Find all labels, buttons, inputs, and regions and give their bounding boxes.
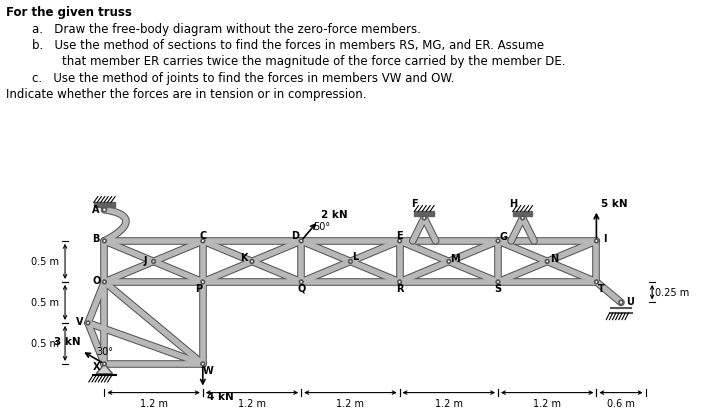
Text: C: C <box>199 231 206 240</box>
Text: For the given truss: For the given truss <box>6 6 132 19</box>
Text: M: M <box>450 254 459 263</box>
Text: U: U <box>626 296 634 306</box>
Text: b.   Use the method of sections to find the forces in members RS, MG, and ER. As: b. Use the method of sections to find th… <box>32 39 544 52</box>
Circle shape <box>521 217 525 220</box>
Text: 3 kN: 3 kN <box>54 336 81 346</box>
Circle shape <box>152 260 155 263</box>
Text: D: D <box>291 231 299 240</box>
Text: A: A <box>92 204 99 214</box>
Text: 1.2 m: 1.2 m <box>336 398 364 408</box>
Circle shape <box>103 281 106 284</box>
Polygon shape <box>94 203 115 208</box>
Text: B: B <box>92 233 100 243</box>
Text: 1.2 m: 1.2 m <box>435 398 463 408</box>
Text: Q: Q <box>297 283 306 293</box>
Circle shape <box>595 240 598 243</box>
Circle shape <box>349 260 352 263</box>
Circle shape <box>103 240 106 243</box>
Circle shape <box>201 281 205 284</box>
Text: 1.2 m: 1.2 m <box>533 398 562 408</box>
Text: O: O <box>92 276 101 285</box>
Text: Indicate whether the forces are in tension or in compression.: Indicate whether the forces are in tensi… <box>6 88 366 101</box>
Text: that member ER carries twice the magnitude of the force carried by the member DE: that member ER carries twice the magnitu… <box>32 55 565 68</box>
Circle shape <box>201 240 205 243</box>
Circle shape <box>299 240 303 243</box>
Text: 2 kN: 2 kN <box>321 210 348 220</box>
Text: E: E <box>396 231 403 240</box>
Circle shape <box>595 281 598 284</box>
Circle shape <box>619 301 623 305</box>
Text: 4 kN: 4 kN <box>207 391 234 401</box>
Text: S: S <box>494 283 501 293</box>
Text: L: L <box>352 252 359 262</box>
Text: 0.5 m: 0.5 m <box>31 257 60 267</box>
Text: P: P <box>195 283 202 293</box>
Text: J: J <box>144 255 147 265</box>
Text: a.   Draw the free-body diagram without the zero-force members.: a. Draw the free-body diagram without th… <box>32 22 420 36</box>
Text: R: R <box>396 283 403 293</box>
Circle shape <box>102 208 106 212</box>
Text: W: W <box>203 365 214 375</box>
Text: 5 kN: 5 kN <box>601 199 628 209</box>
Text: N: N <box>550 254 559 263</box>
Text: 0.6 m: 0.6 m <box>607 398 635 408</box>
Text: I: I <box>603 233 606 243</box>
Text: 50°: 50° <box>313 222 330 231</box>
Text: 1.2 m: 1.2 m <box>238 398 266 408</box>
Circle shape <box>398 281 401 284</box>
Text: H: H <box>508 199 517 209</box>
Polygon shape <box>96 364 113 374</box>
Text: X: X <box>92 361 100 371</box>
Circle shape <box>86 321 90 325</box>
Text: 30°: 30° <box>96 346 113 356</box>
Text: 0.5 m: 0.5 m <box>31 298 60 308</box>
Circle shape <box>496 240 500 243</box>
Circle shape <box>423 217 426 220</box>
Polygon shape <box>414 212 434 217</box>
Circle shape <box>299 281 303 284</box>
Circle shape <box>545 260 549 263</box>
Text: T: T <box>598 283 605 293</box>
Text: 1.2 m: 1.2 m <box>140 398 167 408</box>
Text: c.   Use the method of joints to find the forces in members VW and OW.: c. Use the method of joints to find the … <box>32 72 454 85</box>
Circle shape <box>103 362 106 366</box>
Circle shape <box>201 362 205 366</box>
Text: 0.25 m: 0.25 m <box>655 288 690 297</box>
Circle shape <box>496 281 500 284</box>
Text: V: V <box>76 317 84 326</box>
Text: 0.5 m: 0.5 m <box>31 339 60 348</box>
Text: G: G <box>500 231 508 241</box>
Text: F: F <box>411 199 418 209</box>
Circle shape <box>398 240 401 243</box>
Text: K: K <box>240 253 247 263</box>
Circle shape <box>250 260 254 263</box>
Polygon shape <box>513 212 532 217</box>
Circle shape <box>447 260 451 263</box>
